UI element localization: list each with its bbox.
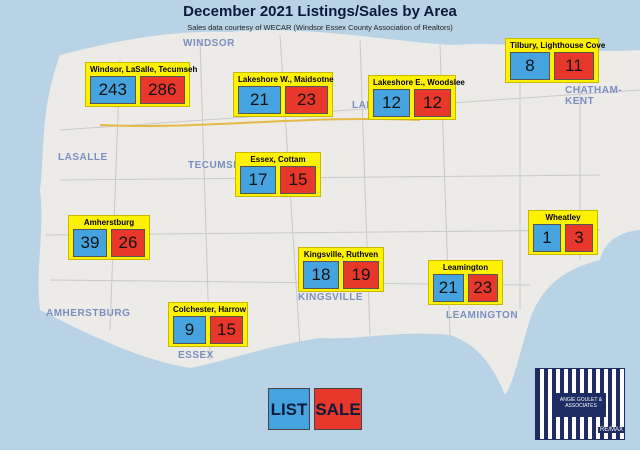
sale-count: 15 bbox=[280, 166, 316, 194]
area-name: Wheatley bbox=[545, 213, 581, 222]
place-label: KINGSVILLE bbox=[298, 292, 364, 303]
area-box: Windsor, LaSalle, Tecumseh 243 286 bbox=[85, 62, 198, 107]
place-label: CHATHAM-KENT bbox=[565, 85, 623, 107]
area-box: Essex, Cottam 17 15 bbox=[235, 152, 321, 197]
area-name: Lakeshore W., Maidsotne bbox=[238, 75, 334, 84]
area-values: 21 23 bbox=[433, 274, 498, 302]
area-name: Amherstburg bbox=[83, 218, 135, 227]
list-count: 243 bbox=[90, 76, 136, 104]
sale-count: 11 bbox=[554, 52, 594, 80]
list-count: 18 bbox=[303, 261, 339, 289]
place-label: WINDSOR bbox=[183, 38, 235, 49]
sale-count: 19 bbox=[343, 261, 379, 289]
sale-count: 12 bbox=[414, 89, 451, 117]
list-count: 12 bbox=[373, 89, 410, 117]
area-box: Lakeshore W., Maidsotne 21 23 bbox=[233, 72, 334, 117]
area-name: Tilbury, Lighthouse Cove bbox=[510, 41, 606, 50]
subtitle: Sales data courtesy of WECAR (Windsor Es… bbox=[187, 23, 453, 32]
area-values: 39 26 bbox=[73, 229, 145, 257]
sale-count: 15 bbox=[210, 316, 243, 344]
list-count: 21 bbox=[238, 86, 281, 114]
list-count: 21 bbox=[433, 274, 464, 302]
place-label: ESSEX bbox=[178, 350, 214, 361]
place-label: LASALLE bbox=[58, 152, 108, 163]
area-values: 243 286 bbox=[90, 76, 185, 104]
sale-count: 23 bbox=[285, 86, 328, 114]
sale-count: 23 bbox=[467, 274, 498, 302]
area-box: Amherstburg 39 26 bbox=[68, 215, 150, 260]
list-count: 1 bbox=[533, 224, 561, 252]
area-box: Colchester, Harrow 9 15 bbox=[168, 302, 248, 347]
area-values: 21 23 bbox=[238, 86, 328, 114]
title: December 2021 Listings/Sales by Area bbox=[183, 3, 457, 20]
sale-count: 26 bbox=[111, 229, 145, 257]
area-values: 12 12 bbox=[373, 89, 451, 117]
area-name: Essex, Cottam bbox=[250, 155, 306, 164]
legend-sale: SALE bbox=[314, 388, 362, 430]
area-name: Windsor, LaSalle, Tecumseh bbox=[90, 65, 198, 74]
list-count: 39 bbox=[73, 229, 107, 257]
place-label: TECUMSEH bbox=[188, 160, 249, 171]
list-count: 9 bbox=[173, 316, 206, 344]
area-name: Colchester, Harrow bbox=[173, 305, 246, 314]
sale-count: 286 bbox=[139, 76, 185, 104]
place-label: LEAMINGTON bbox=[446, 310, 519, 321]
sale-count: 3 bbox=[565, 224, 593, 252]
place-label: AMHERSTBURG bbox=[46, 308, 131, 319]
area-name: Kingsville, Ruthven bbox=[303, 250, 379, 259]
area-name: Leamington bbox=[442, 263, 489, 272]
logo: ANGIE GOULET & ASSOCIATES RE/MAX bbox=[535, 368, 626, 440]
area-values: 9 15 bbox=[173, 316, 243, 344]
area-box: Kingsville, Ruthven 18 19 bbox=[298, 247, 384, 292]
list-count: 8 bbox=[510, 52, 550, 80]
area-values: 18 19 bbox=[303, 261, 379, 289]
place-label: LAK bbox=[352, 100, 375, 111]
area-box: Wheatley 1 3 bbox=[528, 210, 598, 255]
area-box: Leamington 21 23 bbox=[428, 260, 503, 305]
area-box: Tilbury, Lighthouse Cove 8 11 bbox=[505, 38, 606, 83]
logo-brand: RE/MAX bbox=[598, 427, 626, 433]
area-values: 17 15 bbox=[240, 166, 316, 194]
area-box: Lakeshore E., Woodslee 12 12 bbox=[368, 75, 465, 120]
area-values: 8 11 bbox=[510, 52, 594, 80]
logo-name: ANGIE GOULET & ASSOCIATES bbox=[556, 393, 606, 417]
area-name: Lakeshore E., Woodslee bbox=[373, 78, 465, 87]
legend-list: LIST bbox=[268, 388, 310, 430]
list-count: 17 bbox=[240, 166, 276, 194]
